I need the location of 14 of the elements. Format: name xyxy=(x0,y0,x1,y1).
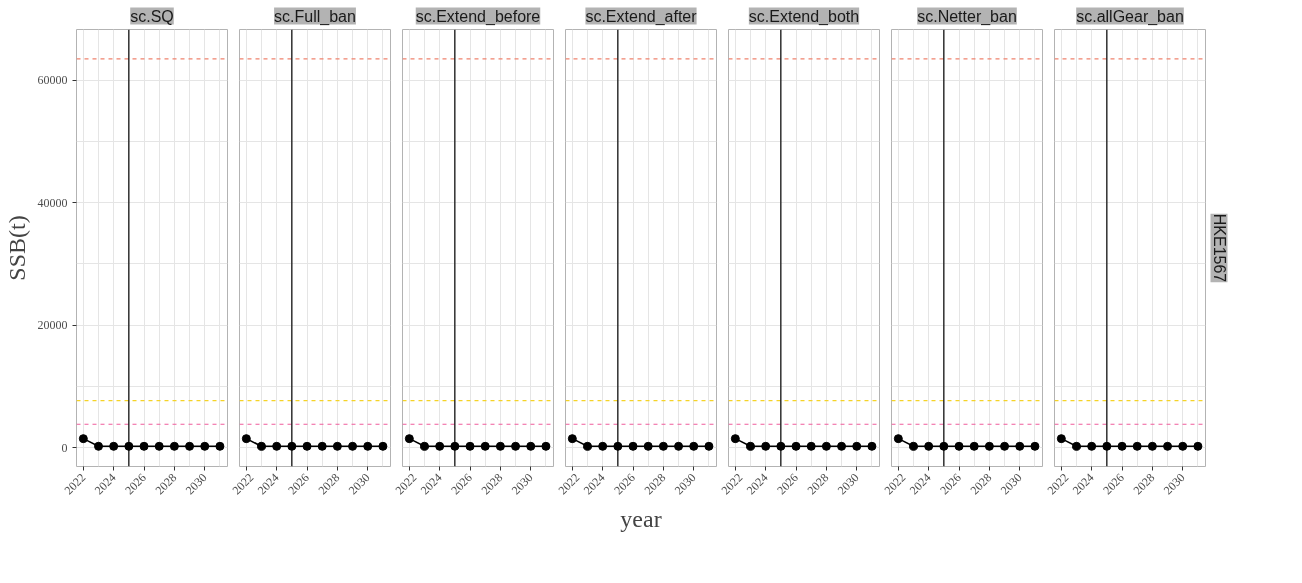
y-tick-label: 0 xyxy=(61,440,68,455)
x-axis-title: year xyxy=(620,506,662,533)
chart-title: sc.Extend_both xyxy=(748,7,860,26)
chart-title: sc.Full_ban xyxy=(274,7,356,26)
chart-title: sc.allGear_ban xyxy=(1076,7,1184,26)
chart-title: sc.Extend_before xyxy=(415,7,541,26)
text: HKE1567 xyxy=(1210,213,1228,283)
chart-title: sc.SQ xyxy=(130,7,174,25)
y-tick-label: 40000 xyxy=(37,195,68,210)
y-tick-label: 20000 xyxy=(37,318,68,333)
chart-title: sc.Netter_ban xyxy=(917,7,1017,26)
y-tick-label: 60000 xyxy=(37,73,68,88)
chart-title: sc.Extend_after xyxy=(585,7,698,26)
y-axis-title: SSB(t) xyxy=(3,215,30,281)
